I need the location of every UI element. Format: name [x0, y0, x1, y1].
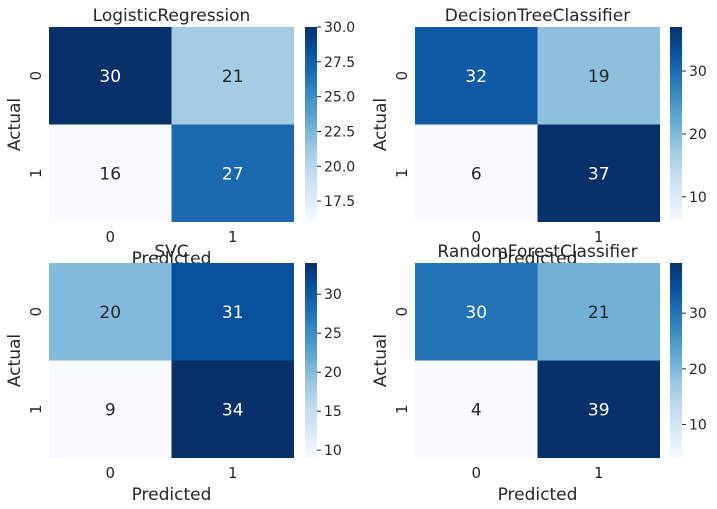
cell-value-label: 9 — [105, 400, 116, 420]
colorbar-tick-label: 20.0 — [324, 159, 355, 175]
heatmap-cell — [49, 27, 172, 125]
x-axis-label: Predicted — [132, 485, 212, 505]
x-tick-label: 0 — [471, 464, 481, 482]
cell-value-label: 21 — [588, 303, 610, 323]
colorbar — [670, 27, 682, 222]
x-tick-label: 0 — [105, 228, 115, 246]
y-axis-label: Actual — [371, 98, 391, 151]
colorbar-tick-label: 10 — [689, 190, 707, 206]
y-tick-label: 0 — [393, 307, 411, 317]
cell-value-label: 16 — [99, 164, 121, 184]
colorbar-tick-label: 30.0 — [324, 20, 355, 36]
heatmap-cell — [171, 27, 294, 125]
colorbar-tick-label: 25.0 — [324, 90, 355, 106]
x-axis-label: Predicted — [498, 485, 578, 505]
y-axis-label: Actual — [5, 98, 25, 151]
heatmap-panel-2: 20 31 9 34 SVC 0 1 Predicted 0 1 Actual 10 15 20 25 30 — [5, 242, 342, 505]
x-tick-label: 1 — [228, 228, 238, 246]
heatmap-cell — [49, 263, 172, 361]
y-tick-label: 0 — [27, 71, 45, 81]
y-tick-label: 0 — [27, 307, 45, 317]
cell-value-label: 4 — [471, 400, 482, 420]
colorbar-tick-label: 10 — [689, 418, 707, 434]
colorbar-tick-label: 17.5 — [324, 194, 355, 210]
heatmap-cell — [415, 263, 538, 361]
heatmap-cell — [537, 263, 660, 361]
colorbar-tick-label: 10 — [324, 443, 342, 459]
x-tick-label: 0 — [471, 228, 481, 246]
heatmap-cell — [537, 27, 660, 125]
chart-title: SVC — [154, 242, 188, 262]
colorbar — [305, 27, 317, 222]
heatmap-cell — [171, 360, 294, 458]
heatmap-cell — [171, 263, 294, 361]
colorbar-tick-label: 22.5 — [324, 124, 355, 140]
colorbar — [670, 263, 682, 458]
colorbar — [305, 263, 317, 458]
y-axis-label: Actual — [371, 334, 391, 387]
x-tick-label: 0 — [105, 464, 115, 482]
y-tick-label: 1 — [393, 168, 411, 178]
heatmap-cell — [537, 124, 660, 222]
cell-value-label: 30 — [465, 303, 487, 323]
colorbar-tick-label: 30 — [689, 306, 707, 322]
heatmap-cell — [537, 360, 660, 458]
heatmap-cell — [415, 360, 538, 458]
cell-value-label: 32 — [465, 67, 487, 87]
cell-value-label: 34 — [222, 400, 244, 420]
y-tick-label: 0 — [393, 71, 411, 81]
cell-value-label: 19 — [588, 67, 610, 87]
y-tick-label: 1 — [27, 168, 45, 178]
x-tick-label: 1 — [228, 464, 238, 482]
heatmap-cell — [49, 124, 172, 222]
heatmap-cell — [171, 124, 294, 222]
cell-value-label: 31 — [222, 303, 244, 323]
chart-title: RandomForestClassifier — [437, 242, 637, 262]
x-tick-label: 1 — [594, 228, 604, 246]
cell-value-label: 39 — [588, 400, 610, 420]
cell-value-label: 27 — [222, 164, 244, 184]
y-tick-label: 1 — [393, 404, 411, 414]
cell-value-label: 30 — [99, 67, 121, 87]
heatmap-cell — [415, 27, 538, 125]
heatmap-cell — [49, 360, 172, 458]
colorbar-tick-label: 25 — [324, 326, 342, 342]
cell-value-label: 20 — [99, 303, 121, 323]
colorbar-tick-label: 30 — [689, 64, 707, 80]
y-tick-label: 1 — [27, 404, 45, 414]
chart-title: DecisionTreeClassifier — [445, 6, 630, 26]
colorbar-tick-label: 20 — [689, 127, 707, 143]
cell-value-label: 37 — [588, 164, 610, 184]
colorbar-tick-label: 20 — [689, 362, 707, 378]
heatmap-cell — [415, 124, 538, 222]
cell-value-label: 6 — [471, 164, 482, 184]
colorbar-tick-label: 27.5 — [324, 55, 355, 71]
colorbar-tick-label: 20 — [324, 365, 342, 381]
colorbar-tick-label: 15 — [324, 404, 342, 420]
chart-title: LogisticRegression — [93, 6, 251, 26]
colorbar-tick-label: 30 — [324, 287, 342, 303]
heatmap-panel-3: 30 21 4 39 RandomForestClassifier 0 1 Predicted… — [371, 242, 707, 505]
y-axis-label: Actual — [5, 334, 25, 387]
x-tick-label: 1 — [594, 464, 604, 482]
cell-value-label: 21 — [222, 67, 244, 87]
